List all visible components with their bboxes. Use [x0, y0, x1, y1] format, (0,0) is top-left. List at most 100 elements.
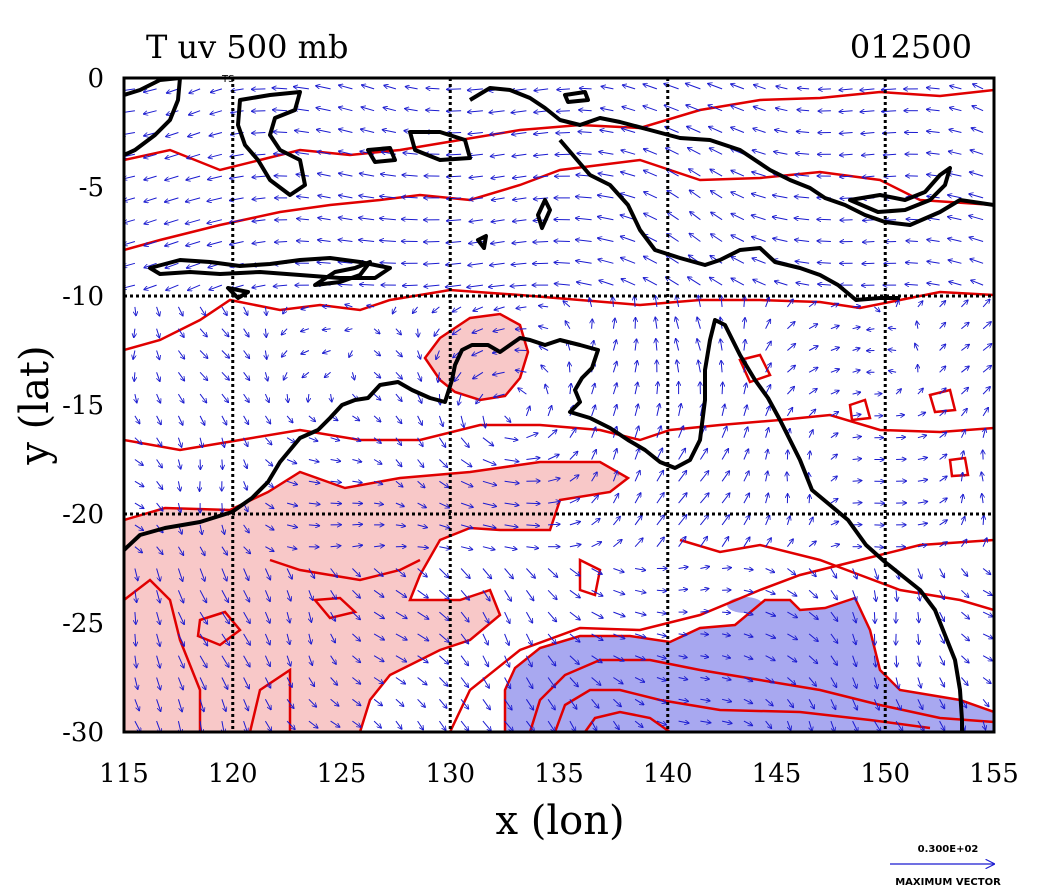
wind-vector [677, 360, 679, 373]
wind-vector [210, 110, 223, 115]
wind-vector [297, 241, 309, 242]
wind-vector [460, 677, 468, 688]
wind-vector [667, 212, 679, 221]
wind-vector [874, 306, 879, 312]
wind-vector [569, 568, 580, 576]
wind-vector [589, 298, 591, 308]
wind-vector [525, 633, 531, 645]
wind-vector [598, 217, 614, 221]
wind-vector [135, 568, 138, 581]
wind-vector [177, 393, 183, 403]
wind-vector [840, 133, 853, 134]
wind-vector [243, 677, 250, 689]
wind-vector [264, 590, 270, 601]
wind-vector [308, 568, 315, 579]
wind-vector [156, 568, 161, 581]
wind-vector [621, 194, 636, 199]
contour-line [679, 538, 994, 612]
wind-vector [286, 503, 297, 506]
wind-vector [773, 238, 788, 242]
wind-vector [711, 212, 723, 221]
wind-vector [896, 743, 904, 753]
wind-vector [264, 415, 270, 424]
coastline-new-guinea-south [558, 138, 900, 302]
wind-vector [612, 471, 617, 482]
wind-vector [743, 515, 750, 526]
wind-vector [700, 743, 711, 745]
wind-vector [273, 110, 288, 111]
wind-vector [513, 198, 527, 200]
coastline-island-bismarck [848, 166, 952, 214]
wind-vector [830, 633, 838, 643]
wind-vector [983, 429, 985, 438]
wind-vector [830, 720, 835, 731]
wind-vector [656, 612, 666, 614]
wind-vector [177, 415, 182, 425]
wind-vector [634, 698, 644, 704]
wind-vector [743, 698, 752, 703]
wind-vector [156, 655, 161, 668]
wind-vector [690, 190, 701, 199]
wind-vector [874, 633, 875, 645]
wind-vector [518, 388, 527, 395]
wind-vector [489, 111, 505, 113]
wind-vector [373, 568, 383, 577]
wind-vector [243, 415, 249, 424]
wind-vector [352, 415, 359, 421]
wind-vector [525, 677, 532, 689]
wind-vector [591, 472, 597, 482]
wind-vector [374, 743, 380, 750]
wind-vector [591, 633, 603, 640]
wind-vector [787, 633, 797, 640]
wind-vector [417, 437, 423, 447]
wind-vector [982, 611, 992, 617]
wind-vector [656, 515, 664, 526]
wind-vector [402, 175, 418, 176]
wind-vector [165, 241, 179, 247]
wind-vector [591, 542, 602, 548]
wind-vector [840, 220, 853, 221]
y-tick-label: -5 [79, 173, 104, 203]
wind-vector [721, 634, 730, 636]
contour-line [269, 558, 421, 582]
wind-vector [578, 132, 592, 133]
wind-vector [460, 459, 472, 467]
wind-vector [873, 720, 880, 731]
wind-vector [144, 153, 157, 158]
wind-vector [591, 495, 599, 504]
wind-vector [460, 502, 473, 507]
wind-vector [873, 699, 879, 710]
wind-vector [721, 699, 731, 701]
wind-vector [889, 328, 897, 329]
wind-vector [634, 471, 640, 482]
wind-vector [576, 261, 592, 264]
wind-vector [591, 611, 603, 618]
wind-vector [678, 426, 684, 438]
wind-vector [554, 262, 570, 263]
wind-vector [982, 322, 991, 330]
wind-vector [243, 524, 249, 533]
temperature-fills [124, 314, 994, 732]
wind-vector [252, 111, 266, 112]
wind-vector [743, 427, 748, 438]
wind-vector [634, 296, 635, 307]
wind-vector [265, 524, 273, 530]
wind-vector [286, 525, 297, 528]
wind-vector [939, 720, 945, 730]
wind-vector [516, 370, 527, 372]
wind-vector [482, 480, 496, 485]
wind-vector [839, 111, 853, 112]
wind-vector [927, 131, 940, 132]
wind-vector [491, 154, 505, 156]
wind-vector [511, 285, 527, 286]
wind-vector [395, 568, 405, 577]
wind-vector [178, 459, 180, 469]
wind-vector [905, 284, 918, 285]
wind-vector [644, 278, 658, 286]
x-tick-labels: 115 120 125 130 135 140 145 150 155 [99, 759, 1019, 789]
wind-vector [424, 285, 440, 287]
wind-vector [417, 415, 423, 425]
wind-vector [526, 568, 535, 579]
wind-vector [134, 524, 143, 530]
wind-vector [177, 677, 183, 690]
